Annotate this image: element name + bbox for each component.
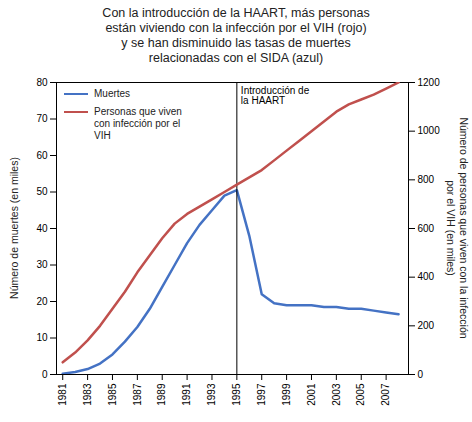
svg-text:50: 50 (36, 186, 48, 197)
html-text:Número de muertes (en miles): Número de muertes (en miles) (7, 157, 20, 299)
svg-text:1000: 1000 (418, 125, 441, 136)
svg-text:1993: 1993 (206, 383, 217, 406)
svg-text:30: 30 (36, 259, 48, 270)
html-text:Personas que viven con infecci: Personas que viven con infección por el … (94, 106, 182, 141)
svg-text:1985: 1985 (107, 383, 118, 406)
svg-text:2005: 2005 (355, 383, 366, 406)
svg-text:1200: 1200 (418, 77, 441, 88)
svg-text:60: 60 (36, 150, 48, 161)
html-text:Muertes: Muertes (94, 88, 131, 99)
html-text:Con la introducción de la HAAR: Con la introducción de la HAART, más per… (102, 6, 370, 65)
svg-text:1981: 1981 (57, 383, 68, 406)
svg-text:1989: 1989 (156, 383, 167, 406)
svg-text:40: 40 (36, 223, 48, 234)
svg-text:200: 200 (418, 320, 435, 331)
svg-text:600: 600 (418, 223, 435, 234)
svg-text:1991: 1991 (181, 383, 192, 406)
svg-text:80: 80 (36, 77, 48, 88)
svg-text:400: 400 (418, 271, 435, 282)
svg-text:1995: 1995 (231, 383, 242, 406)
svg-text:0: 0 (418, 369, 424, 380)
svg-text:800: 800 (418, 174, 435, 185)
svg-text:1983: 1983 (82, 383, 93, 406)
svg-text:1999: 1999 (281, 383, 292, 406)
svg-text:10: 10 (36, 332, 48, 343)
svg-text:0: 0 (42, 369, 48, 380)
svg-text:1997: 1997 (256, 383, 267, 406)
html-text:Número de personas que viven c: Número de personas que viven con la infe… (445, 117, 470, 339)
svg-text:1987: 1987 (132, 383, 143, 406)
svg-text:2003: 2003 (331, 383, 342, 406)
svg-text:Introducción dela HAART: Introducción dela HAART (241, 85, 310, 106)
svg-text:2001: 2001 (306, 383, 317, 406)
svg-text:2007: 2007 (380, 383, 391, 406)
svg-text:70: 70 (36, 113, 48, 124)
svg-text:20: 20 (36, 296, 48, 307)
